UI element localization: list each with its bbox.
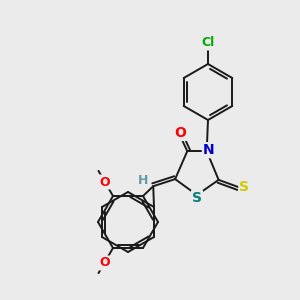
Text: S: S [192,191,202,205]
Text: S: S [239,180,249,194]
Text: H: H [138,174,148,187]
Text: O: O [174,126,186,140]
Text: Cl: Cl [201,37,214,50]
Text: O: O [99,256,110,269]
Text: O: O [99,176,110,188]
Text: N: N [203,143,214,157]
